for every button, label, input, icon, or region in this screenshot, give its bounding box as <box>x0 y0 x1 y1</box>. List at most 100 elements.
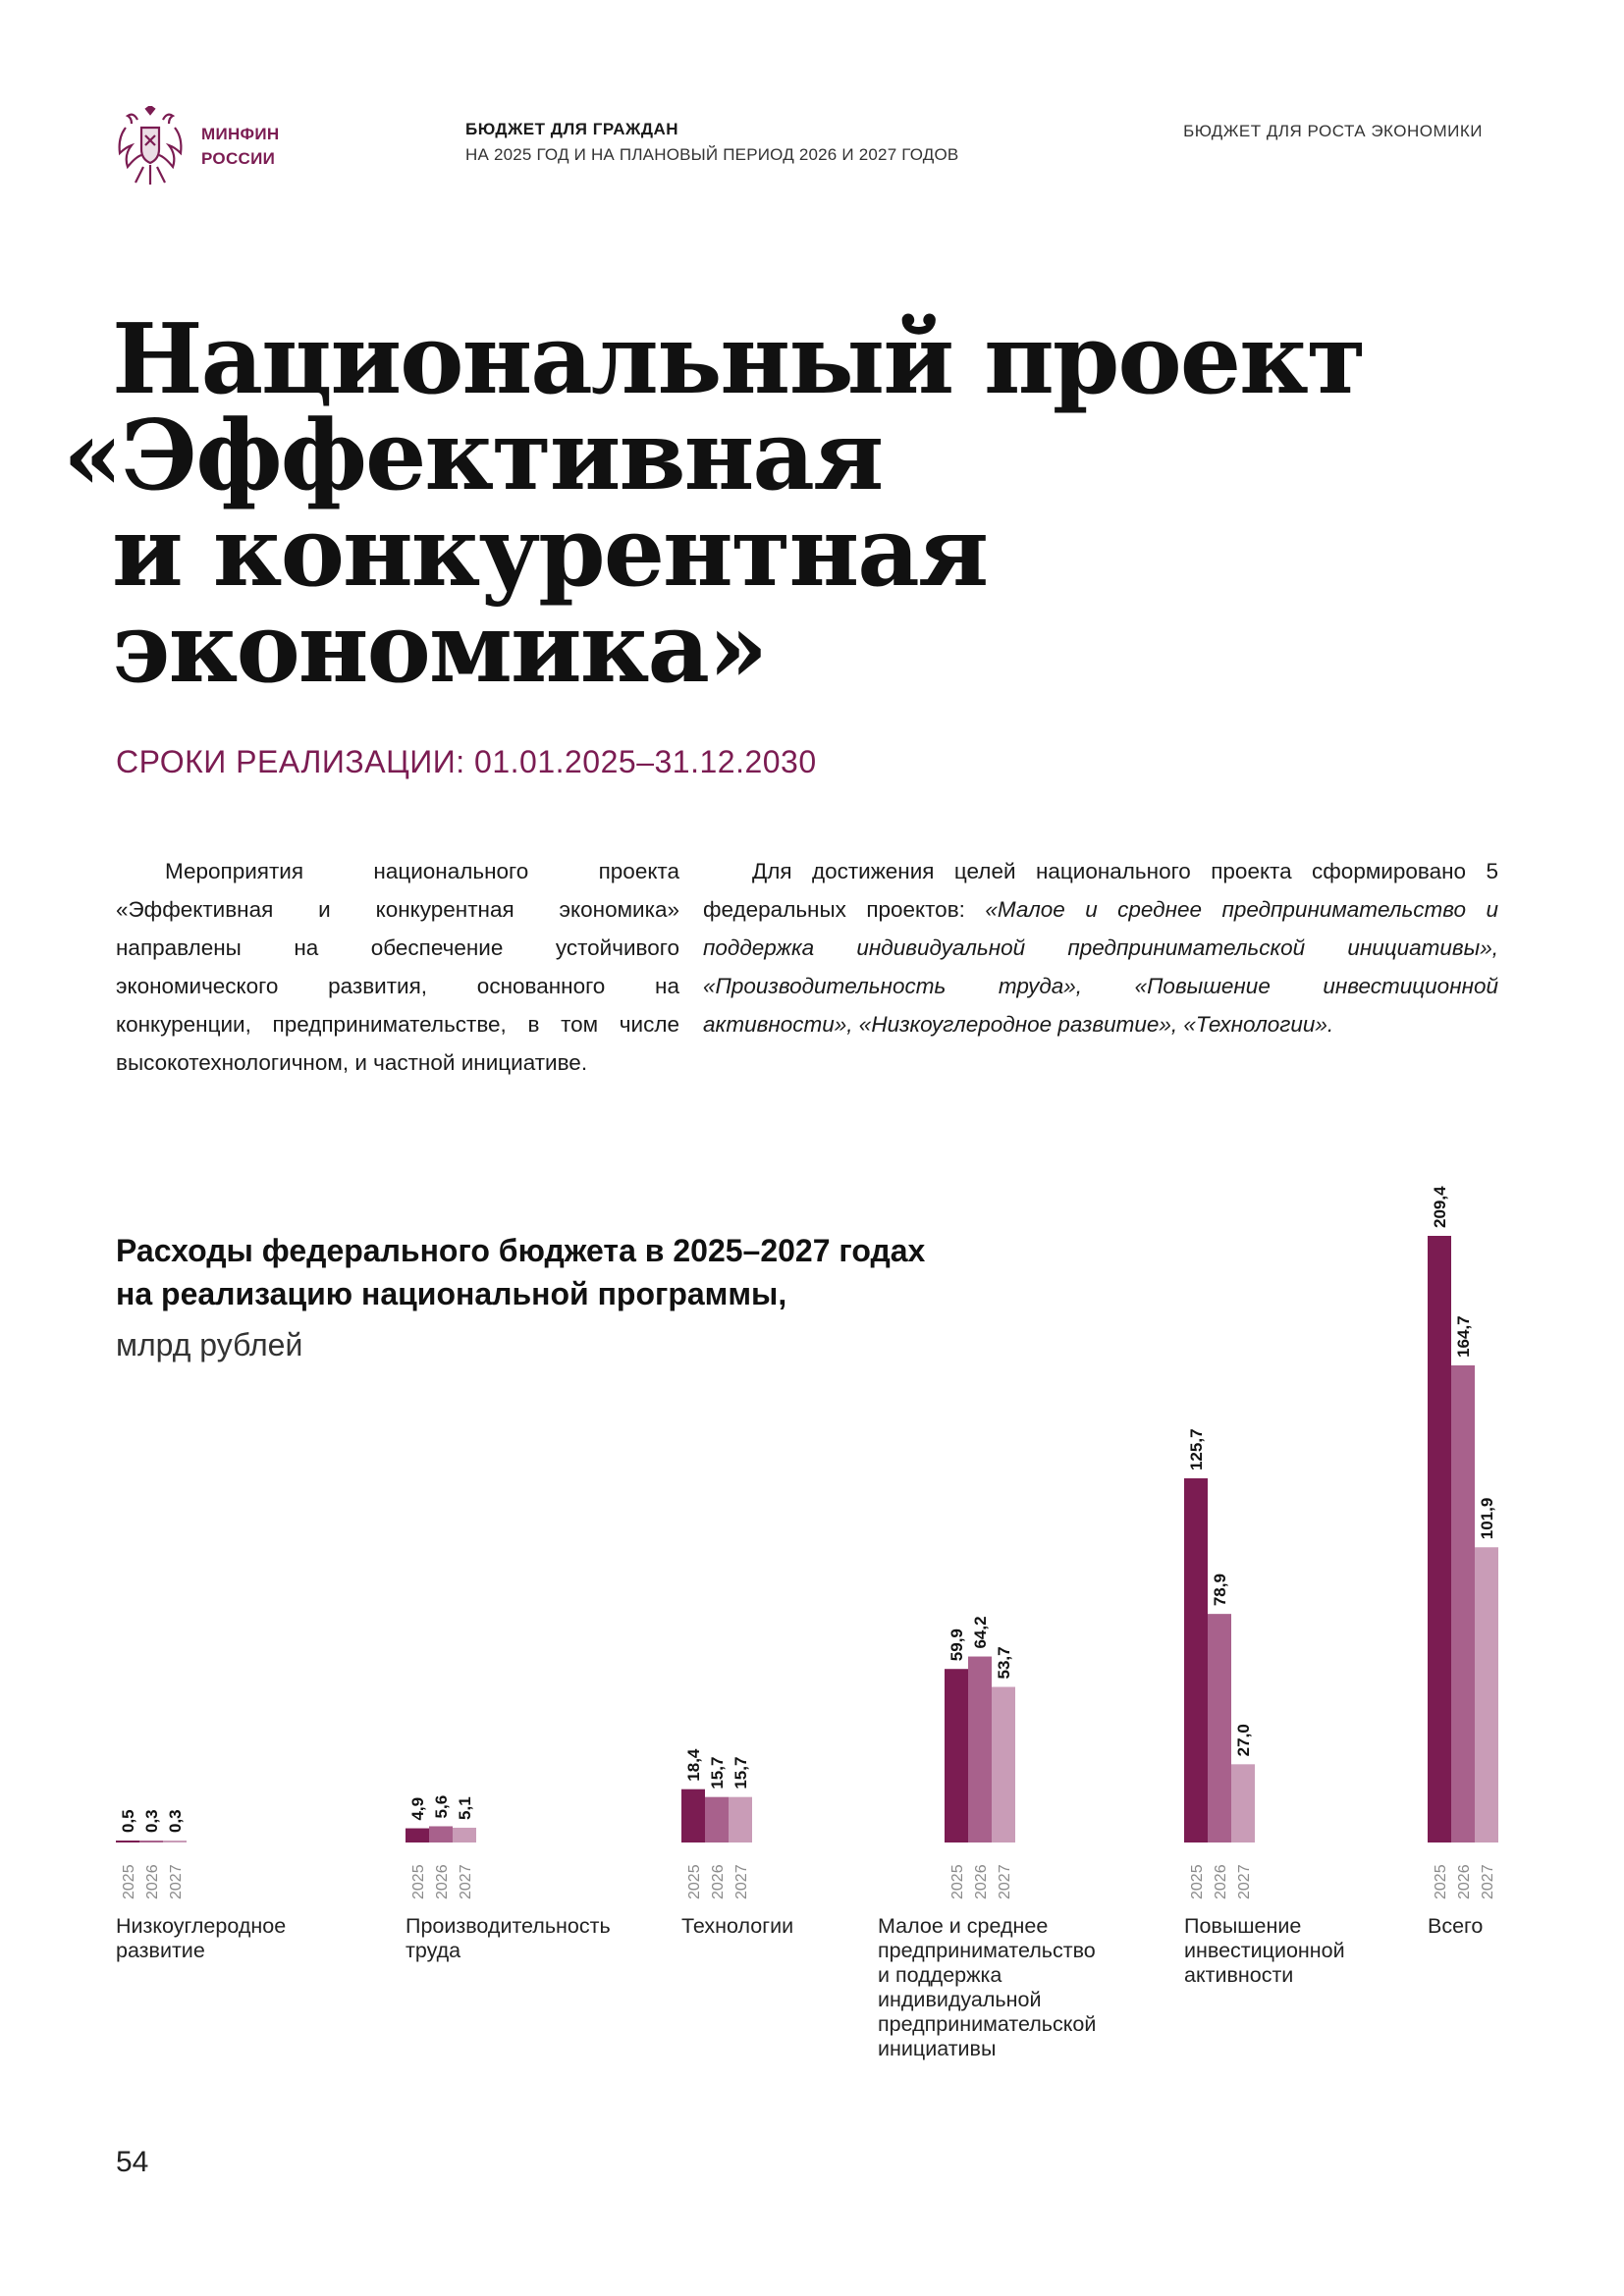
bar-3-2027 <box>992 1686 1015 1842</box>
intro-left-column: Мероприятия национального проекта «Эффек… <box>116 852 679 1082</box>
category-label-line: активности <box>1184 1963 1294 1987</box>
bar-2-2025 <box>681 1789 705 1842</box>
year-label-4-2026: 2026 <box>1213 1864 1229 1899</box>
bar-2-2027 <box>729 1796 752 1842</box>
category-label-line: предпринимательство <box>878 1939 1096 1962</box>
year-label-5-2027: 2027 <box>1480 1864 1496 1899</box>
value-label-5-2025: 209,4 <box>1431 1186 1449 1228</box>
year-label-2-2025: 2025 <box>686 1864 703 1899</box>
header-section: БЮДЖЕТ ДЛЯ РОСТА ЭКОНОМИКИ <box>1183 122 1483 140</box>
bar-3-2025 <box>945 1669 968 1842</box>
category-label-line: инициативы <box>878 2037 997 2060</box>
value-label-2-2025: 18,4 <box>684 1748 703 1782</box>
bar-2-2026 <box>705 1796 729 1842</box>
category-label-line: Малое и среднее <box>878 1914 1049 1938</box>
chart-title: Расходы федерального бюджета в 2025–2027… <box>116 1229 925 1315</box>
bar-1-2026 <box>429 1826 453 1842</box>
page-title: Национальный проект «Эффективная и конку… <box>63 303 1367 705</box>
category-label-line: инвестиционной <box>1184 1939 1345 1962</box>
header-subtitle: НА 2025 ГОД И НА ПЛАНОВЫЙ ПЕРИОД 2026 И … <box>465 145 959 164</box>
year-label-4-2027: 2027 <box>1236 1864 1253 1899</box>
value-label-0-2027: 0,3 <box>166 1809 185 1833</box>
year-label-3-2027: 2027 <box>997 1864 1013 1899</box>
bar-1-2027 <box>453 1827 476 1842</box>
intro-right-column: Для достижения целей национального проек… <box>703 852 1498 1043</box>
value-label-1-2026: 5,6 <box>432 1795 451 1819</box>
value-label-3-2026: 64,2 <box>971 1616 990 1648</box>
brand-line-2: РОССИИ <box>201 148 276 168</box>
year-label-4-2025: 2025 <box>1189 1864 1206 1899</box>
title-line-2: «Эффективная <box>63 400 884 512</box>
value-label-4-2025: 125,7 <box>1187 1428 1206 1470</box>
bar-5-2026 <box>1451 1364 1475 1842</box>
ministry-brand: МИНФИН РОССИИ <box>201 123 279 171</box>
category-label-0: Низкоуглеродное развитие <box>116 1914 286 1963</box>
value-label-4-2026: 78,9 <box>1211 1574 1229 1606</box>
category-label-line: Всего <box>1428 1914 1484 1938</box>
value-label-5-2027: 101,9 <box>1478 1498 1496 1540</box>
intro-left-text: Мероприятия национального проекта «Эффек… <box>116 859 679 1075</box>
brand-line-1: МИНФИН <box>201 125 280 143</box>
category-label-1: Производительность труда <box>406 1914 611 1963</box>
value-label-0-2026: 0,3 <box>142 1809 161 1833</box>
value-label-3-2027: 53,7 <box>995 1646 1013 1679</box>
value-label-1-2025: 4,9 <box>408 1797 427 1821</box>
year-label-1-2025: 2025 <box>410 1864 427 1899</box>
bar-4-2025 <box>1184 1478 1208 1842</box>
year-label-5-2025: 2025 <box>1433 1864 1449 1899</box>
chart-title-line-1: Расходы федерального бюджета в 2025–2027… <box>116 1233 926 1268</box>
year-label-5-2026: 2026 <box>1456 1864 1473 1899</box>
header-title: БЮДЖЕТ ДЛЯ ГРАЖДАН <box>465 120 679 138</box>
year-label-1-2027: 2027 <box>458 1864 474 1899</box>
year-label-3-2026: 2026 <box>973 1864 990 1899</box>
value-label-4-2027: 27,0 <box>1234 1724 1253 1756</box>
category-label-line: Производительность <box>406 1914 611 1938</box>
category-label-line: и поддержка <box>878 1963 1002 1987</box>
value-label-3-2025: 59,9 <box>947 1629 966 1661</box>
value-label-5-2026: 164,7 <box>1454 1315 1473 1358</box>
bar-0-2025 <box>116 1841 139 1842</box>
category-label-line: Повышение <box>1184 1914 1302 1938</box>
category-label-3: Малое и среднее предпринимательство и подд… <box>878 1914 1096 2061</box>
category-label-line: труда <box>406 1939 461 1962</box>
category-label-5: Всего <box>1428 1914 1483 1939</box>
category-label-line: развитие <box>116 1939 205 1962</box>
value-label-1-2027: 5,1 <box>456 1796 474 1820</box>
value-label-2-2027: 15,7 <box>731 1757 750 1789</box>
intro-right-projects: «Малое и среднее предпринимательство и п… <box>703 897 1498 1037</box>
bar-5-2025 <box>1428 1236 1451 1842</box>
intro-right-paragraph: Для достижения целей национального проек… <box>703 852 1498 1043</box>
category-label-line: предпринимательской <box>878 2012 1097 2036</box>
chart-title-line-2: на реализацию национальной программы, <box>116 1276 787 1311</box>
category-label-4: Повышение инвестиционной активности <box>1184 1914 1345 1988</box>
bar-3-2026 <box>968 1656 992 1842</box>
bar-4-2027 <box>1231 1764 1255 1842</box>
category-label-line: Низкоуглеродное <box>116 1914 287 1938</box>
value-label-2-2026: 15,7 <box>708 1757 727 1789</box>
year-label-1-2026: 2026 <box>434 1864 451 1899</box>
intro-right-text: Для достижения целей национального проек… <box>703 859 1498 922</box>
category-label-2: Технологии <box>681 1914 793 1939</box>
category-label-line: индивидуальной <box>878 1988 1042 2011</box>
title-line-3: и конкурентная <box>112 496 989 609</box>
coat-of-arms-logo <box>118 106 183 185</box>
bar-5-2027 <box>1475 1547 1498 1842</box>
year-label-0-2026: 2026 <box>144 1864 161 1899</box>
title-line-4: экономика» <box>112 592 768 705</box>
year-label-3-2025: 2025 <box>949 1864 966 1899</box>
bar-0-2027 <box>163 1841 187 1842</box>
year-label-2-2027: 2027 <box>733 1864 750 1899</box>
title-line-1: Национальный проект <box>112 303 1367 416</box>
category-label-line: Технологии <box>681 1914 794 1938</box>
bar-4-2026 <box>1208 1614 1231 1842</box>
year-label-0-2025: 2025 <box>121 1864 137 1899</box>
chart-unit: млрд рублей <box>116 1327 303 1362</box>
page-number: 54 <box>116 2146 149 2178</box>
year-label-2-2026: 2026 <box>710 1864 727 1899</box>
value-label-0-2025: 0,5 <box>119 1809 137 1833</box>
year-label-0-2027: 2027 <box>168 1864 185 1899</box>
bar-0-2026 <box>139 1841 163 1842</box>
bar-1-2025 <box>406 1828 429 1842</box>
implementation-period: СРОКИ РЕАЛИЗАЦИИ: 01.01.2025–31.12.2030 <box>116 744 817 779</box>
